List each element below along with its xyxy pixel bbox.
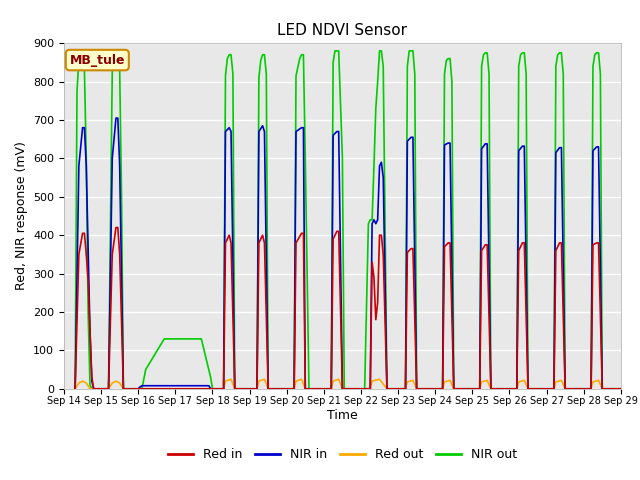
Y-axis label: Red, NIR response (mV): Red, NIR response (mV)	[15, 142, 28, 290]
Text: MB_tule: MB_tule	[70, 54, 125, 67]
Title: LED NDVI Sensor: LED NDVI Sensor	[277, 23, 408, 38]
X-axis label: Time: Time	[327, 409, 358, 422]
Legend: Red in, NIR in, Red out, NIR out: Red in, NIR in, Red out, NIR out	[163, 444, 522, 467]
